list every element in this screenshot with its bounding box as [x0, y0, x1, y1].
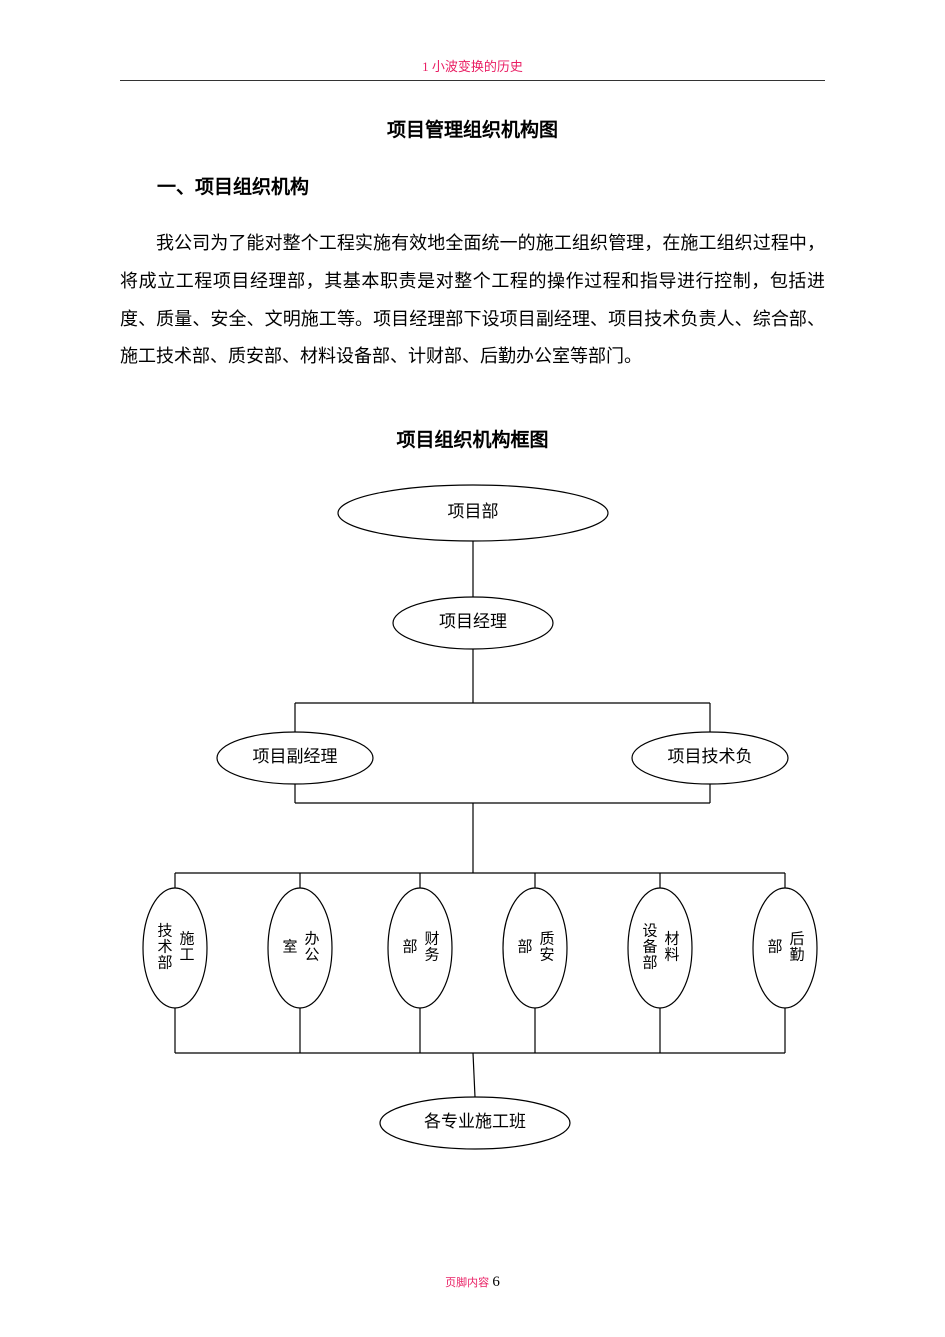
page-header: 1 小波变换的历史: [0, 56, 945, 75]
svg-text:后: 后: [789, 930, 804, 947]
svg-text:工: 工: [179, 947, 194, 963]
svg-text:施: 施: [179, 930, 194, 947]
svg-text:勤: 勤: [789, 946, 804, 963]
svg-text:安: 安: [539, 946, 554, 963]
doc-title: 项目管理组织机构图: [0, 115, 945, 142]
svg-text:室: 室: [282, 938, 297, 955]
svg-text:项目技术负: 项目技术负: [668, 747, 753, 766]
svg-text:部: 部: [517, 938, 532, 955]
svg-text:部: 部: [642, 954, 657, 971]
svg-text:财: 财: [424, 930, 439, 947]
chart-title: 项目组织机构框图: [0, 425, 945, 452]
svg-text:项目部: 项目部: [448, 502, 499, 521]
svg-text:部: 部: [767, 938, 782, 955]
svg-text:材: 材: [664, 930, 679, 947]
svg-text:务: 务: [424, 946, 439, 963]
svg-text:项目经理: 项目经理: [439, 612, 507, 631]
svg-text:各专业施工班: 各专业施工班: [424, 1112, 526, 1131]
footer-page: 6: [492, 1274, 500, 1290]
page-footer: 页脚内容 6: [0, 1274, 945, 1291]
svg-text:技: 技: [157, 922, 172, 939]
header-rule: [120, 80, 825, 81]
svg-text:质: 质: [539, 930, 554, 947]
svg-text:项目副经理: 项目副经理: [253, 747, 338, 766]
svg-text:备: 备: [642, 938, 657, 955]
svg-text:公: 公: [304, 947, 319, 963]
svg-text:设: 设: [642, 922, 657, 939]
svg-text:办: 办: [304, 930, 319, 947]
footer-label: 页脚内容: [445, 1277, 489, 1289]
svg-text:部: 部: [402, 938, 417, 955]
section-heading: 一、项目组织机构: [157, 172, 309, 199]
body-paragraph: 我公司为了能对整个工程实施有效地全面统一的施工组织管理，在施工组织过程中，将成立…: [120, 225, 825, 376]
svg-text:术: 术: [157, 938, 172, 955]
svg-text:料: 料: [664, 946, 679, 963]
svg-text:部: 部: [157, 954, 172, 971]
org-chart: 项目部项目经理项目副经理项目技术负各专业施工班技术部施工室办公部财务部质安设备部…: [120, 478, 840, 1178]
